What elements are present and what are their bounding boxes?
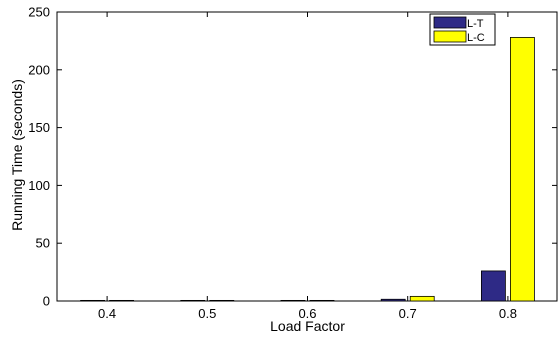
- y-tick-label: 50: [36, 236, 50, 251]
- legend: L-T L-C: [429, 13, 496, 46]
- x-axis-title: Load Factor: [270, 318, 345, 334]
- bar-l-c-0.5: [209, 299, 235, 302]
- legend-swatch: [433, 16, 467, 29]
- y-tick-label: 200: [28, 62, 50, 77]
- legend-label: L-C: [467, 32, 485, 44]
- bar-l-t-0.6: [280, 299, 306, 302]
- x-tick-label: 0.7: [399, 306, 417, 321]
- x-axis: 0.4 0.5 0.6 0.7 0.8: [98, 12, 517, 321]
- bar-l-c-0.4: [109, 299, 134, 302]
- y-tick-label: 250: [28, 5, 50, 20]
- y-axis: 0 50 100 150 200 250: [28, 5, 557, 309]
- plot-border: [56, 11, 558, 302]
- bars: [80, 37, 535, 302]
- legend-label: L-T: [467, 18, 484, 30]
- x-tick-label: 0.5: [198, 306, 216, 321]
- plot-frame: [56, 11, 558, 302]
- y-tick-label: 100: [28, 178, 50, 193]
- bar-l-c-0.8: [509, 37, 535, 302]
- bar-l-t-0.5: [180, 299, 206, 302]
- y-tick-label: 150: [28, 120, 50, 135]
- bar-l-c-0.7: [409, 295, 435, 302]
- x-tick-label: 0.6: [298, 306, 316, 321]
- bar-l-c-0.6: [309, 299, 335, 302]
- bar-l-t-0.8: [480, 270, 506, 302]
- x-tick-label: 0.8: [499, 306, 517, 321]
- y-axis-title: Running Time (seconds): [9, 79, 25, 231]
- y-tick-label: 0: [43, 294, 50, 309]
- bar-l-t-0.7: [380, 298, 406, 302]
- legend-swatch: [433, 30, 467, 43]
- bar-l-t-0.4: [80, 299, 105, 302]
- x-tick-label: 0.4: [98, 306, 116, 321]
